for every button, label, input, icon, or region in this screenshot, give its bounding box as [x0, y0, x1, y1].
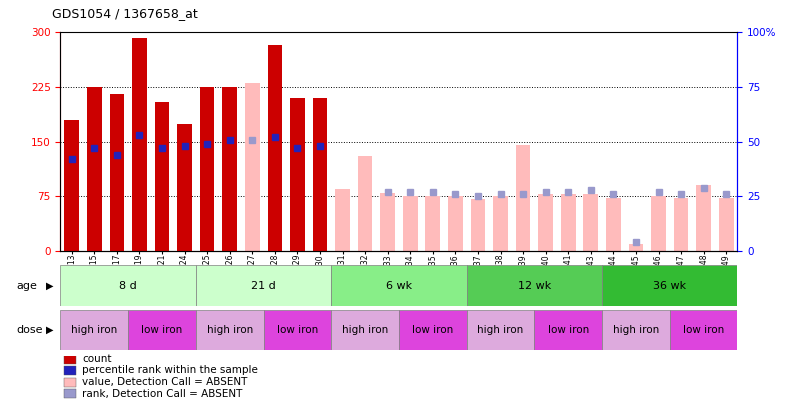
Bar	[64, 120, 79, 251]
Text: 21 d: 21 d	[251, 281, 276, 290]
Bar	[358, 156, 372, 251]
Bar	[290, 98, 305, 251]
Text: percentile rank within the sample: percentile rank within the sample	[82, 365, 258, 375]
Bar	[196, 265, 331, 306]
Text: GDS1054 / 1367658_at: GDS1054 / 1367658_at	[52, 7, 198, 20]
Text: low iron: low iron	[412, 325, 454, 335]
Bar	[331, 265, 467, 306]
Bar	[426, 196, 440, 251]
Bar	[177, 124, 192, 251]
Text: dose: dose	[16, 325, 43, 335]
Bar	[196, 310, 264, 350]
Bar	[64, 390, 76, 398]
Bar	[516, 145, 530, 251]
Bar	[110, 94, 124, 251]
Bar	[561, 194, 575, 251]
Text: ▶: ▶	[46, 281, 53, 290]
Bar	[60, 265, 196, 306]
Bar	[155, 102, 169, 251]
Bar	[380, 193, 395, 251]
Text: value, Detection Call = ABSENT: value, Detection Call = ABSENT	[82, 377, 247, 387]
Bar	[87, 87, 102, 251]
Text: low iron: low iron	[547, 325, 589, 335]
Bar	[64, 366, 76, 375]
Bar	[493, 196, 508, 251]
Bar	[331, 310, 399, 350]
Bar	[64, 378, 76, 386]
Text: 6 wk: 6 wk	[386, 281, 412, 290]
Bar	[399, 310, 467, 350]
Bar	[696, 185, 711, 251]
Text: 8 d: 8 d	[119, 281, 137, 290]
Bar	[128, 310, 196, 350]
Bar	[538, 194, 553, 251]
Text: age: age	[16, 281, 37, 290]
Text: 36 wk: 36 wk	[653, 281, 687, 290]
Bar	[264, 310, 331, 350]
Text: low iron: low iron	[276, 325, 318, 335]
Bar	[670, 310, 737, 350]
Bar	[651, 196, 666, 251]
Text: 12 wk: 12 wk	[517, 281, 551, 290]
Bar	[132, 38, 147, 251]
Text: high iron: high iron	[613, 325, 659, 335]
Text: low iron: low iron	[141, 325, 183, 335]
Bar	[467, 310, 534, 350]
Bar	[602, 265, 737, 306]
Bar	[602, 310, 670, 350]
Text: ▶: ▶	[46, 325, 53, 335]
Bar	[448, 196, 463, 251]
Bar	[674, 198, 688, 251]
Bar	[403, 196, 418, 251]
Text: high iron: high iron	[206, 325, 253, 335]
Bar	[629, 244, 643, 251]
Bar	[60, 310, 128, 350]
Bar	[584, 194, 598, 251]
Text: high iron: high iron	[71, 325, 118, 335]
Bar	[313, 98, 327, 251]
Text: low iron: low iron	[683, 325, 725, 335]
Bar	[467, 265, 602, 306]
Bar	[222, 87, 237, 251]
Bar	[534, 310, 602, 350]
Bar	[64, 355, 76, 364]
Bar	[606, 198, 621, 251]
Bar	[335, 189, 350, 251]
Bar	[245, 83, 260, 251]
Text: rank, Detection Call = ABSENT: rank, Detection Call = ABSENT	[82, 389, 243, 399]
Text: count: count	[82, 354, 111, 364]
Bar	[268, 45, 282, 251]
Text: high iron: high iron	[342, 325, 388, 335]
Bar	[200, 87, 214, 251]
Bar	[471, 198, 485, 251]
Bar	[719, 198, 733, 251]
Text: high iron: high iron	[477, 325, 524, 335]
